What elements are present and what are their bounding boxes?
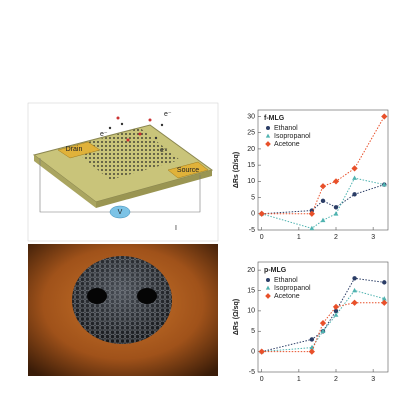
point (308, 348, 315, 355)
plot-frame (257, 109, 389, 231)
series-line (261, 116, 385, 215)
y-tick-label: 10 (247, 178, 255, 185)
point (352, 276, 357, 281)
point (333, 205, 339, 210)
legend-marker (265, 141, 271, 147)
nostril (137, 288, 157, 304)
y-tick-label: -5 (249, 227, 255, 234)
x-tick-label: 0 (260, 376, 264, 383)
point (319, 183, 327, 190)
x-tick-label: 3 (371, 376, 375, 383)
wire (130, 175, 201, 213)
y-tick-label: 20 (247, 267, 255, 274)
point (258, 210, 265, 217)
y-tick-label: 15 (247, 162, 255, 169)
legend-label: Acetone (274, 293, 300, 300)
point (320, 217, 326, 223)
substrate-edge (34, 155, 96, 208)
legend-marker (266, 126, 270, 130)
y-tick-label: 5 (251, 328, 255, 335)
wire (39, 158, 110, 213)
point (351, 299, 358, 306)
y-tick-label: 5 (251, 194, 255, 201)
x-tick-label: 1 (297, 376, 301, 383)
legend-label: Acetone (274, 141, 300, 148)
series-line (261, 184, 385, 215)
point (332, 178, 340, 185)
y-tick-label: 25 (247, 130, 255, 137)
point (308, 210, 315, 217)
series-line (261, 289, 385, 353)
point (319, 319, 327, 327)
point (381, 181, 387, 187)
point (309, 344, 315, 350)
x-tick-label: 0 (260, 234, 264, 241)
legend-label: Ethanol (274, 125, 298, 132)
y-tick-label: 15 (247, 287, 255, 294)
legend-marker (265, 293, 271, 299)
x-tick-label: 2 (334, 376, 338, 383)
molecules (108, 116, 164, 142)
y-tick-label: 0 (251, 211, 255, 218)
legend-label: Isopropanol (274, 133, 311, 140)
voltmeter (109, 205, 131, 219)
point (309, 337, 315, 342)
point (352, 287, 357, 293)
label: e⁻ (164, 111, 172, 118)
point (332, 303, 340, 310)
point (333, 211, 339, 216)
point (309, 208, 315, 213)
point (352, 175, 357, 180)
y-axis-label: ΔRs (Ω/sq) (233, 152, 240, 188)
x-tick-label: 3 (371, 234, 375, 241)
series-line (261, 177, 385, 229)
point (333, 308, 339, 314)
chart-title: p-MLG (264, 267, 287, 274)
label: Drain (66, 146, 83, 153)
y-tick-label: 10 (247, 308, 255, 315)
dog-nose-photo (28, 244, 218, 376)
point (381, 299, 388, 306)
label: e⁻ (160, 147, 168, 154)
point (351, 165, 358, 172)
y-axis-label: ΔRs (Ω/sq) (233, 299, 240, 335)
point (309, 225, 315, 231)
point (381, 113, 388, 120)
point (258, 348, 265, 355)
point (333, 312, 339, 317)
point (320, 198, 326, 204)
y-tick-label: 20 (247, 146, 255, 153)
y-tick-label: -5 (249, 369, 255, 376)
legend-marker (266, 278, 270, 282)
legend-marker (265, 285, 271, 290)
drain-pad (57, 141, 101, 159)
y-tick-label: 30 (247, 113, 255, 120)
point (382, 280, 387, 285)
series-line (261, 302, 385, 353)
point (352, 192, 357, 197)
substrate-edge (96, 170, 212, 208)
x-tick-label: 1 (297, 234, 301, 241)
y-tick-label: 0 (251, 348, 255, 355)
series-line (261, 277, 385, 353)
label: V (118, 209, 123, 216)
label: Source (177, 167, 199, 174)
graphene (70, 128, 180, 180)
nostril (87, 288, 107, 304)
chart-title: f-MLG (264, 115, 285, 122)
point (381, 296, 387, 301)
source-pad (167, 161, 209, 179)
legend-label: Ethanol (274, 277, 298, 284)
label: e⁻ (100, 131, 108, 138)
x-tick-label: 2 (334, 234, 338, 241)
point (320, 328, 326, 334)
graphene-overlay (72, 256, 172, 344)
schematic: Drain Source V I e⁻ e⁻ e⁻ (27, 102, 219, 242)
plot-frame (257, 261, 389, 373)
legend-marker (265, 133, 271, 138)
legend-label: Isopropanol (274, 285, 311, 292)
label: I (175, 225, 177, 232)
